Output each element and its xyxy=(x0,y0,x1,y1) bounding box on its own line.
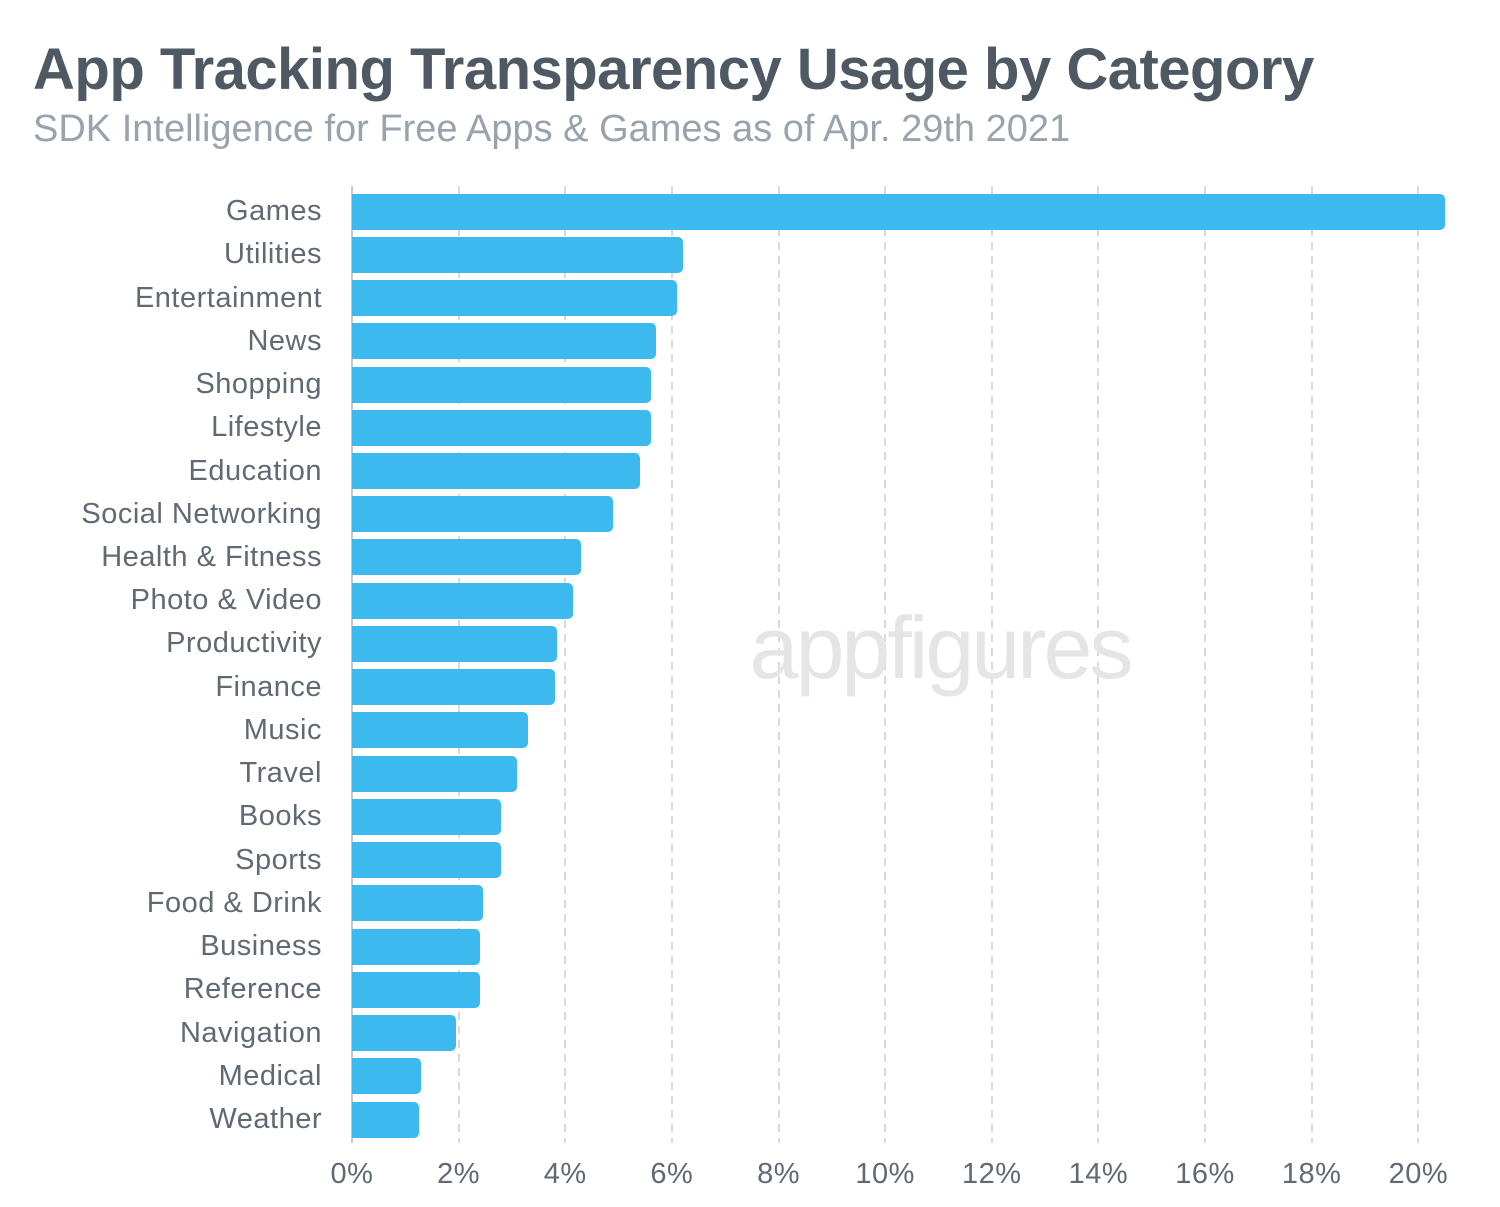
gridline xyxy=(457,186,460,1143)
gridline xyxy=(1097,186,1100,1143)
bar xyxy=(352,755,518,792)
bar xyxy=(352,539,582,576)
gridline xyxy=(1204,186,1207,1143)
category-label: Entertainment xyxy=(134,281,322,314)
bar-row xyxy=(352,1098,1461,1141)
bar-row xyxy=(352,233,1461,276)
category-label: Navigation xyxy=(179,1016,322,1049)
category-label: Social Networking xyxy=(81,497,322,530)
x-tick-label: 2% xyxy=(437,1158,481,1190)
category-label: Education xyxy=(188,454,322,487)
bar xyxy=(352,366,651,403)
bar-row xyxy=(352,449,1461,492)
bar-row xyxy=(352,320,1461,363)
gridline xyxy=(884,186,887,1143)
category-label: Shopping xyxy=(195,368,322,401)
bar-row xyxy=(352,1011,1461,1054)
bar-row xyxy=(352,752,1461,795)
chart-title: App Tracking Transparency Usage by Categ… xyxy=(33,37,1314,102)
category-label: Food & Drink xyxy=(146,886,322,919)
bar-row xyxy=(352,579,1461,622)
chart-subtitle: SDK Intelligence for Free Apps & Games a… xyxy=(33,108,1071,150)
x-tick-label: 18% xyxy=(1281,1158,1342,1190)
category-label: Business xyxy=(200,930,322,963)
category-label: Health & Fitness xyxy=(101,540,322,573)
bar-row xyxy=(352,882,1461,925)
gridline xyxy=(564,186,567,1143)
category-axis: Games Utilities Entertainment News Shopping L… xyxy=(0,190,322,1141)
bar xyxy=(352,496,614,533)
x-tick-label: 14% xyxy=(1068,1158,1129,1190)
bar xyxy=(352,236,683,273)
bar xyxy=(352,1101,419,1138)
bar-row xyxy=(352,190,1461,233)
gridline xyxy=(777,186,780,1143)
bar xyxy=(352,625,558,662)
bar-row xyxy=(352,622,1461,665)
category-label: Finance xyxy=(215,670,322,703)
x-axis: 0% 2% 4% 6% 8% 10% 12% 14% 16% 18% 20% xyxy=(331,1152,1461,1198)
bar-chart: Games Utilities Entertainment News Shopping L… xyxy=(0,186,1500,1200)
x-tick-label: 20% xyxy=(1388,1158,1449,1190)
bar xyxy=(352,193,1445,230)
x-tick-label: 6% xyxy=(650,1158,694,1190)
category-label: Sports xyxy=(235,843,322,876)
bar xyxy=(352,971,480,1008)
category-label: Travel xyxy=(239,757,322,790)
gridline xyxy=(670,186,673,1143)
x-tick-label: 12% xyxy=(962,1158,1022,1190)
bar-row xyxy=(352,536,1461,579)
bar-row xyxy=(352,925,1461,968)
bar-row xyxy=(352,795,1461,838)
bar xyxy=(352,928,480,965)
bar-row xyxy=(352,968,1461,1011)
bar xyxy=(352,280,678,317)
bar xyxy=(352,842,502,879)
bar-row xyxy=(352,839,1461,882)
gridline xyxy=(990,186,993,1143)
x-tick-label: 4% xyxy=(543,1158,587,1190)
bar-row xyxy=(352,666,1461,709)
gridline xyxy=(1417,186,1420,1143)
bar-rows xyxy=(352,190,1461,1141)
bar xyxy=(352,885,483,922)
category-label: Lifestyle xyxy=(211,411,322,444)
bar-row xyxy=(352,406,1461,449)
category-label: Utilities xyxy=(224,238,322,271)
category-label: Productivity xyxy=(166,627,322,660)
axis-baseline xyxy=(351,186,353,1143)
category-label: Games xyxy=(226,195,322,228)
bar-row xyxy=(352,709,1461,752)
category-label: Music xyxy=(243,713,322,746)
x-tick-label: 0% xyxy=(330,1158,374,1190)
bar xyxy=(352,582,574,619)
plot-area xyxy=(351,186,1461,1143)
category-label: Medical xyxy=(218,1059,322,1092)
bar xyxy=(352,1015,456,1052)
bar xyxy=(352,323,656,360)
category-label: Weather xyxy=(209,1103,322,1136)
bar-row xyxy=(352,363,1461,406)
bar-row xyxy=(352,493,1461,536)
bar xyxy=(352,409,651,446)
category-label: Photo & Video xyxy=(130,584,322,617)
x-tick-label: 8% xyxy=(757,1158,800,1190)
bar-row xyxy=(352,1055,1461,1098)
bar-row xyxy=(352,276,1461,319)
bar xyxy=(352,712,528,749)
bar xyxy=(352,798,502,835)
bar xyxy=(352,669,555,706)
bar xyxy=(352,453,640,490)
category-label: Reference xyxy=(183,973,322,1006)
category-label: News xyxy=(247,324,322,357)
category-label: Books xyxy=(238,800,322,833)
x-tick-label: 16% xyxy=(1175,1158,1235,1190)
gridline xyxy=(1310,186,1313,1143)
bar xyxy=(352,1058,422,1095)
x-tick-label: 10% xyxy=(855,1158,915,1190)
